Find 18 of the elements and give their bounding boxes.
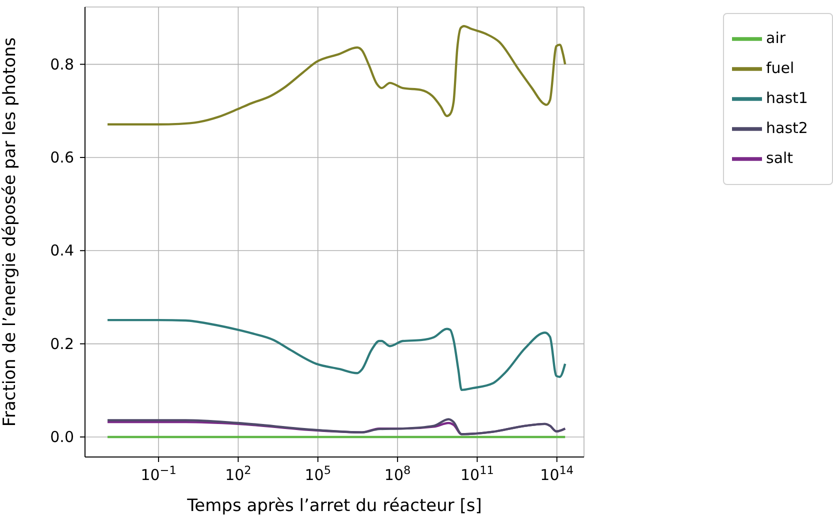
x-tick-label: 10$^{14}$ xyxy=(540,464,574,484)
y-tick-label: 0.0 xyxy=(50,428,74,446)
x-tick-label: 10$^{11}$ xyxy=(460,464,494,484)
x-axis-title: Temps après l’arret du réacteur [s] xyxy=(186,496,482,516)
x-tick-label: 10$^{−1}$ xyxy=(140,464,176,484)
y-tick-label: 0.4 xyxy=(50,242,74,260)
legend-label: fuel xyxy=(766,59,794,78)
legend-label: air xyxy=(766,29,786,48)
x-tick-label: 10$^{2}$ xyxy=(225,464,252,484)
legend-label: hast1 xyxy=(766,89,808,108)
x-tick-label: 10$^{5}$ xyxy=(304,464,332,484)
x-tick-label: 10$^{8}$ xyxy=(384,464,411,484)
y-tick-label: 0.8 xyxy=(50,55,74,74)
y-tick-label: 0.2 xyxy=(50,334,74,353)
legend-label: salt xyxy=(766,149,794,168)
y-axis-title: Fraction de l’energie déposée par les photons xyxy=(0,37,20,427)
y-tick-label: 0.6 xyxy=(50,148,74,166)
legend-label: hast2 xyxy=(766,119,808,138)
